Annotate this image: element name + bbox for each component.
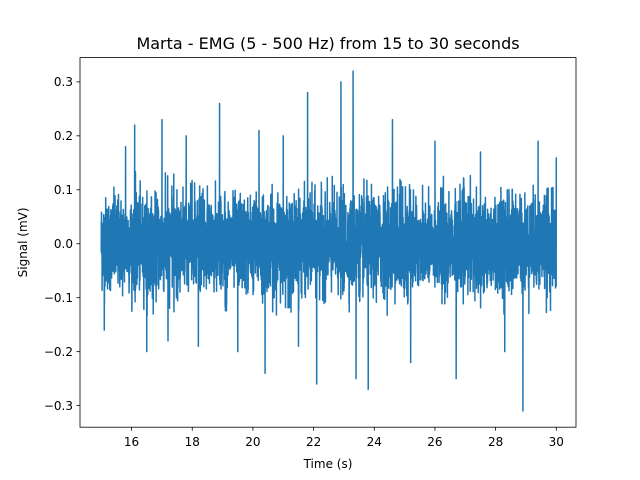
x-axis: 16 18 20 22 24 26 28 30 [124,427,564,449]
x-tick-label: 26 [427,435,442,449]
series-layer [100,70,558,412]
y-tick-label: −0.2 [44,345,73,359]
x-tick-label: 28 [488,435,503,449]
x-tick-label: 16 [124,435,139,449]
y-axis: −0.3 −0.2 −0.1 0.0 0.1 0.2 0.3 [44,75,80,413]
y-axis-label: Signal (mV) [16,207,30,277]
x-tick-label: 24 [367,435,382,449]
x-axis-label: Time (s) [303,457,353,471]
y-tick-label: 0.1 [54,183,73,197]
x-tick-label: 22 [306,435,321,449]
x-tick-label: 18 [185,435,200,449]
y-tick-label: 0.3 [54,75,73,89]
chart-title: Marta - EMG (5 - 500 Hz) from 15 to 30 s… [136,34,519,53]
emg-signal-line [100,70,558,412]
y-tick-label: 0.2 [54,129,73,143]
x-tick-label: 30 [549,435,564,449]
x-tick-label: 20 [245,435,260,449]
y-tick-label: 0.0 [54,237,73,251]
y-tick-label: −0.3 [44,399,73,413]
plot-frame [79,57,577,428]
y-tick-label: −0.1 [44,291,73,305]
